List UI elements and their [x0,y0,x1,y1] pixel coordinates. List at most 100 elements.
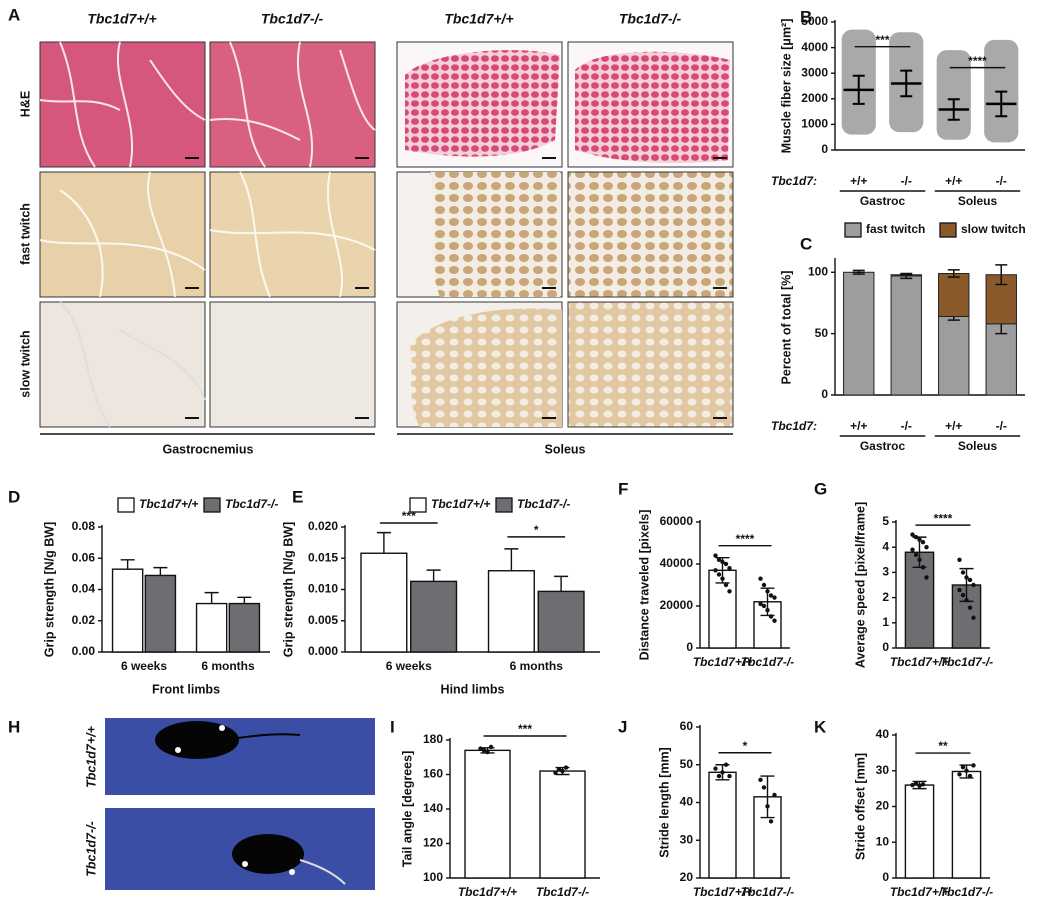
data-point [727,589,732,594]
data-point [478,746,483,751]
data-point [761,603,767,609]
data-point [556,767,562,772]
data-point [723,582,729,588]
x-tick-label: -/- [996,419,1007,433]
x-axis-label: Hind limbs [441,682,505,696]
bar [464,749,511,879]
group-label: Soleus [958,194,998,208]
y-tick-label: 0.02 [72,613,96,627]
group-label: Gastroc [860,439,906,453]
data-point [720,559,725,565]
x-tick-label: Tbc1d7+/+ [693,885,752,897]
y-tick-label: 100 [808,264,828,278]
y-tick-label: 40000 [660,556,694,570]
y-tick-label: 40 [680,795,694,809]
error-bar [715,764,730,781]
group-label: Gastroc [860,194,906,208]
y-tick-label: 0 [821,142,828,156]
bar [487,570,535,653]
data-point [716,572,722,577]
data-point [713,553,718,558]
panel-letter: F [618,479,628,498]
tissue-section [410,308,562,427]
x-tick-label: Tbc1d7-/- [741,885,794,897]
y-tick-label: 0.015 [308,550,338,564]
tissue-section [405,50,560,157]
error-bar [426,569,441,582]
bar [708,771,737,879]
data-point [917,557,922,562]
x-tick-label: -/- [901,174,912,188]
data-point [713,568,718,573]
data-point [971,763,976,768]
y-tick-label: 0.010 [308,582,338,596]
error-bar [376,531,391,554]
bar [951,770,982,879]
data-point [723,561,729,567]
x-tick-label: Tbc1d7+/+ [890,655,949,669]
error-bar [947,269,960,278]
column-header: Tbc1d7+/+ [444,11,513,27]
y-tick-label: 0.005 [308,613,338,627]
y-tick-label: 20000 [660,598,694,612]
data-point [727,566,732,571]
y-tick-label: 30 [876,763,890,777]
panel-letter: H [8,717,20,736]
y-axis-label: Grip strength [N/g BW] [281,522,295,657]
row-label: H&E [18,91,32,117]
x-tick-label: +/+ [945,419,962,433]
legend-label: Tbc1d7-/- [517,497,570,511]
data-point [957,587,962,593]
data-point [917,783,922,788]
bar [410,580,458,653]
data-point [924,545,929,550]
tissue-section [575,51,730,163]
data-point [964,575,969,580]
data-point [920,782,926,787]
data-point [768,614,774,619]
legend-swatch [409,497,427,513]
data-point [553,770,558,775]
y-axis-label: Percent of total [%] [779,271,793,385]
significance-label: * [534,523,539,537]
legend-label: Tbc1d7+/+ [431,497,490,511]
y-tick-label: 20 [680,870,694,884]
error-bar [959,764,974,779]
data-point [758,777,763,783]
error-bar [204,591,219,604]
significance-label: **** [934,511,953,525]
y-tick-label: 0 [882,870,889,884]
data-point [924,575,929,580]
y-axis-label: Stride offset [mm] [853,753,867,860]
x-tick-label: Tbc1d7-/- [741,655,794,669]
error-bar [995,90,1008,118]
column-header: Tbc1d7-/- [619,11,682,27]
legend-swatch [844,222,862,238]
x-tick-label: -/- [996,174,1007,188]
significance-label: **** [736,532,755,546]
x-tick-label: 6 weeks [121,659,167,673]
data-point [964,597,969,603]
panel-letter: D [8,487,20,506]
y-tick-label: 10 [876,834,890,848]
error-bar [760,587,775,617]
panel-letter: I [390,717,395,736]
bar [144,574,177,653]
x-tick-label: Tbc1d7+/+ [458,885,517,897]
panel-letter: A [8,5,20,24]
bar-segment [843,271,875,396]
y-tick-label: 2000 [801,91,828,105]
data-point [910,547,915,552]
y-tick-label: 0.000 [308,644,338,658]
group-label: Soleus [958,439,998,453]
data-point [720,576,725,581]
data-point [913,552,919,557]
bar-segment [985,323,1017,396]
y-tick-label: 50 [680,757,694,771]
error-bar [760,775,775,819]
y-tick-label: 30 [680,832,694,846]
y-axis-label: Distance traveled [pixels] [637,510,651,661]
y-tick-label: 0.04 [72,582,96,596]
y-tick-label: 0.00 [72,644,96,658]
